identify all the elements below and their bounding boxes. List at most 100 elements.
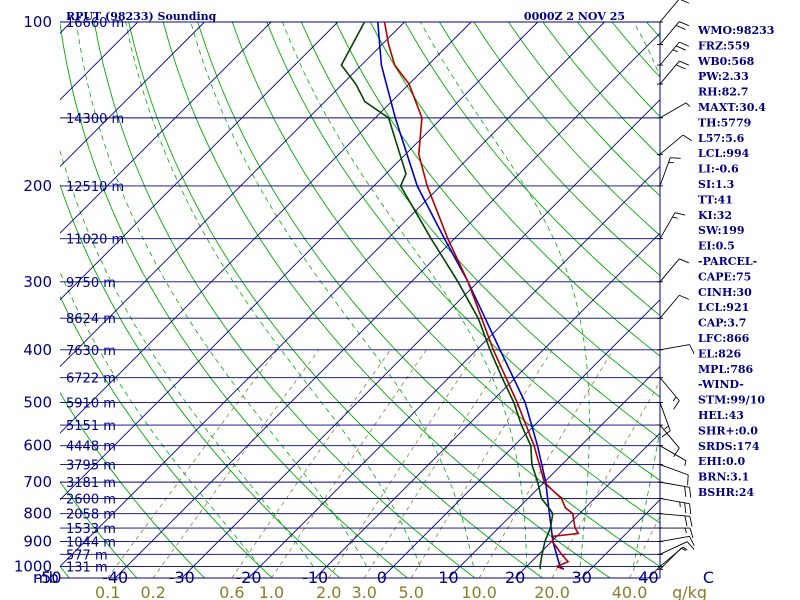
index-line: SW:199 (698, 224, 745, 237)
temperature-tick-label: 10 (438, 568, 458, 587)
wind-barb-feather (689, 527, 694, 539)
height-label: 1044 m (66, 536, 116, 551)
isotherm (60, 22, 272, 234)
wind-barb-staff (659, 60, 680, 85)
height-label: 16660 m (66, 16, 124, 31)
wind-barb-feather (661, 430, 671, 438)
wind-barb-staff (659, 258, 680, 283)
wind-barb (657, 445, 687, 466)
index-line: CINH:30 (698, 286, 752, 299)
dry-adiabat (128, 22, 543, 578)
dry-adiabat (93, 22, 476, 578)
wind-barb (657, 541, 695, 555)
wind-barb-staff (659, 212, 676, 239)
isotherm (0, 22, 4, 578)
wind-barb-staff (659, 513, 690, 517)
wind-barb-staff (659, 21, 680, 45)
wind-barb-staff (659, 157, 671, 187)
isotherm (60, 22, 605, 568)
mixing-ratio-tick-label: g/kg (672, 583, 707, 600)
index-line: FRZ:559 (698, 39, 750, 52)
height-label: 7630 m (66, 344, 116, 359)
mixing-ratio-line (107, 349, 278, 578)
height-label: 1533 m (66, 522, 116, 537)
pressure-label: 100 (23, 13, 52, 31)
mixing-ratio-tick-label: 1.0 (259, 583, 284, 600)
wind-barb (657, 258, 690, 283)
wind-barb-staff (659, 445, 687, 462)
temperature-tick-label: -10 (302, 568, 328, 587)
index-line: TT:41 (698, 193, 733, 206)
dry-adiabat (785, 22, 800, 578)
height-label: 8624 m (66, 312, 116, 327)
wind-barb-staff (659, 41, 680, 66)
index-line: LCL:921 (698, 301, 749, 314)
height-label: 9750 m (66, 276, 116, 291)
wind-barb-feather (682, 134, 692, 142)
isotherm (60, 22, 72, 34)
wind-barb-feather (679, 21, 690, 27)
wind-barb (657, 481, 692, 498)
wind-barb-feather (680, 0, 690, 4)
height-label: 5151 m (66, 419, 116, 434)
wind-profile (657, 0, 695, 570)
index-line: BRN:3.1 (698, 471, 749, 484)
wind-barb (657, 424, 680, 458)
index-line: -PARCEL- (698, 255, 757, 268)
wind-barb-half-feather (685, 102, 691, 107)
moist-adiabat (282, 22, 528, 567)
wind-barb (657, 513, 693, 527)
wind-barb-feather (679, 258, 690, 264)
dry-adiabat (231, 22, 660, 524)
wind-barb-feather (687, 474, 689, 486)
isotherm (514, 432, 660, 578)
index-line: -WIND- (698, 378, 744, 391)
dry-adiabat (60, 295, 273, 578)
wind-barb-feather (670, 157, 681, 159)
dry-adiabat (300, 22, 660, 440)
moist-adiabat (190, 22, 474, 567)
index-line: TH:5779 (698, 116, 751, 129)
wind-barb-half-feather (679, 501, 681, 508)
wind-barb-feather (689, 487, 692, 498)
mixing-ratio-tick-label: 0.1 (95, 583, 120, 600)
index-line: PW:2.33 (698, 70, 749, 83)
height-label: 14300 m (66, 112, 124, 127)
wind-barb-staff (659, 294, 680, 319)
temperature-tick-label: 20 (505, 568, 525, 587)
mixing-ratio-tick-label: 3.0 (352, 583, 377, 600)
isotherm (60, 22, 205, 168)
wind-barb-staff (659, 546, 684, 567)
dry-adiabat (197, 22, 660, 568)
index-line: MPL:786 (698, 363, 754, 376)
height-label: 6722 m (66, 372, 116, 387)
isotherm (314, 232, 660, 578)
wind-barb (657, 157, 681, 187)
wind-barb-staff (659, 541, 688, 555)
pressure-label: 800 (23, 505, 52, 523)
pressure-label: 400 (23, 341, 52, 359)
dry-adiabat (404, 22, 660, 317)
height-label: 2058 m (66, 508, 116, 523)
grid-clipped (0, 22, 800, 578)
wind-barb-feather (689, 503, 692, 515)
wind-barb-staff (659, 134, 684, 155)
wind-barb (657, 535, 695, 546)
wind-barb-staff (659, 535, 690, 542)
dewpoint-trace (340, 22, 554, 570)
wind-barb (657, 102, 691, 119)
stability-indices: WMO:98233 FRZ:559 WB0:568 PW:2.33 RH:82.7 MAX… (697, 24, 774, 499)
index-line: WB0:568 (697, 55, 755, 68)
dry-adiabat (60, 391, 205, 578)
profiles (340, 22, 580, 571)
height-label: 3795 m (66, 459, 116, 474)
isotherm (448, 365, 660, 578)
mixing-ratio-line (410, 349, 553, 578)
wind-barb-feather (684, 486, 687, 497)
dry-adiabat (369, 22, 660, 357)
mixing-ratio-line (271, 349, 427, 578)
mixing-ratio-line (231, 349, 391, 578)
temperature-tick-label: 30 (572, 568, 592, 587)
